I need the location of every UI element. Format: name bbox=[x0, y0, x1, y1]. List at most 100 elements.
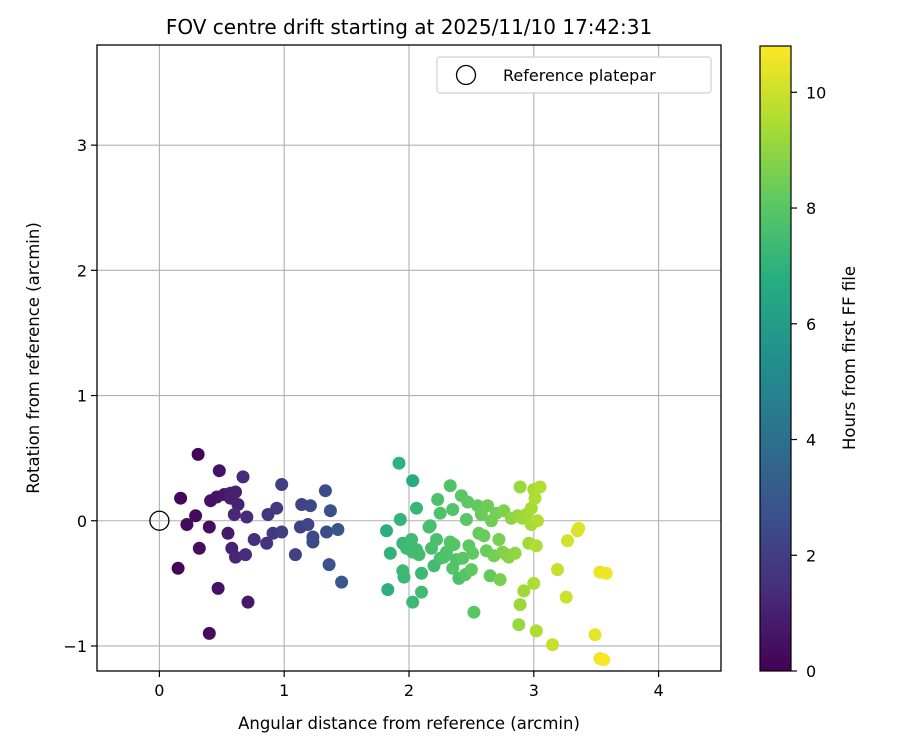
data-point bbox=[467, 605, 481, 619]
data-point bbox=[202, 520, 216, 534]
colorbar-tick-label: 8 bbox=[806, 199, 816, 218]
data-point bbox=[447, 538, 461, 551]
data-point bbox=[517, 584, 531, 598]
grid bbox=[97, 45, 721, 671]
data-point bbox=[415, 585, 428, 599]
data-point bbox=[431, 493, 445, 506]
legend-marker-icon bbox=[455, 64, 477, 86]
data-point bbox=[481, 499, 495, 513]
data-point bbox=[383, 546, 397, 560]
data-point bbox=[561, 534, 574, 548]
data-point bbox=[174, 491, 188, 505]
data-point bbox=[572, 521, 586, 535]
data-point bbox=[229, 550, 242, 564]
y-tick-label: 3 bbox=[77, 136, 87, 155]
data-point bbox=[456, 551, 470, 565]
data-point bbox=[405, 533, 418, 546]
y-axis-label: Rotation from reference (arcmin) bbox=[24, 222, 43, 494]
data-point bbox=[260, 536, 274, 550]
legend: Reference platepar bbox=[436, 56, 712, 94]
data-point bbox=[240, 510, 254, 524]
y-tick-label: 1 bbox=[77, 387, 87, 406]
data-point bbox=[236, 470, 250, 484]
data-points bbox=[171, 447, 613, 667]
data-point bbox=[559, 590, 573, 604]
data-point bbox=[180, 518, 194, 531]
data-point bbox=[406, 595, 420, 609]
legend-box bbox=[436, 56, 712, 94]
colorbar-ticks: 0 2 4 6 8 10 bbox=[791, 83, 826, 681]
data-point bbox=[430, 533, 443, 546]
axis-ticks: 0 1 2 3 4 −1 0 1 2 3 bbox=[63, 136, 663, 700]
colorbar-label: Hours from first FF file bbox=[840, 266, 859, 450]
colorbar: 0 2 4 6 8 10 Hours from first FF file bbox=[759, 45, 859, 681]
data-point bbox=[241, 595, 255, 609]
colorbar-tick-label: 0 bbox=[806, 662, 816, 681]
data-point bbox=[231, 498, 245, 511]
data-point bbox=[599, 566, 613, 580]
data-point bbox=[477, 529, 491, 543]
data-point bbox=[393, 513, 407, 526]
data-point bbox=[288, 548, 302, 562]
data-point bbox=[588, 628, 602, 642]
colorbar-tick-label: 2 bbox=[806, 546, 816, 565]
data-point bbox=[513, 480, 527, 494]
chart-title: FOV centre drift starting at 2025/11/10 … bbox=[166, 15, 652, 39]
data-point bbox=[412, 548, 426, 562]
data-point bbox=[221, 526, 235, 540]
data-point bbox=[415, 566, 428, 580]
data-point bbox=[322, 558, 336, 572]
data-point bbox=[212, 464, 226, 478]
data-point bbox=[597, 653, 611, 667]
y-tick-label: 0 bbox=[77, 512, 87, 531]
data-point bbox=[331, 523, 345, 536]
data-point bbox=[323, 504, 337, 518]
data-point bbox=[192, 541, 206, 555]
data-point bbox=[459, 513, 473, 526]
data-point bbox=[306, 535, 320, 549]
data-point bbox=[493, 573, 507, 587]
data-point bbox=[410, 501, 423, 515]
data-point bbox=[247, 533, 261, 546]
data-point bbox=[171, 561, 185, 575]
data-point bbox=[275, 478, 289, 491]
data-point bbox=[512, 618, 526, 632]
data-point bbox=[189, 509, 203, 523]
data-point bbox=[527, 576, 541, 590]
data-point bbox=[303, 499, 317, 513]
data-point bbox=[513, 598, 527, 612]
x-tick-label: 4 bbox=[654, 681, 664, 700]
data-point bbox=[464, 563, 478, 577]
y-tick-label: 2 bbox=[77, 261, 87, 280]
data-point bbox=[533, 480, 547, 494]
data-point bbox=[275, 525, 289, 539]
data-point bbox=[301, 518, 315, 531]
data-point bbox=[528, 491, 542, 505]
data-point bbox=[443, 479, 457, 493]
x-tick-label: 1 bbox=[279, 681, 289, 700]
data-point bbox=[483, 569, 497, 583]
data-point bbox=[492, 533, 506, 546]
data-point bbox=[270, 501, 284, 515]
data-point bbox=[381, 583, 395, 597]
colorbar-gradient bbox=[759, 45, 792, 672]
data-point bbox=[380, 524, 393, 538]
data-point bbox=[508, 546, 522, 560]
data-point bbox=[529, 624, 543, 638]
x-tick-label: 3 bbox=[529, 681, 539, 700]
data-point bbox=[202, 626, 216, 640]
data-point bbox=[433, 506, 447, 520]
data-point bbox=[191, 447, 205, 461]
colorbar-tick-label: 4 bbox=[806, 431, 816, 450]
data-point bbox=[529, 539, 543, 553]
data-point bbox=[546, 638, 559, 652]
colorbar-tick-label: 10 bbox=[806, 83, 826, 102]
data-point bbox=[318, 484, 332, 498]
x-tick-label: 0 bbox=[154, 681, 164, 700]
data-point bbox=[524, 501, 538, 515]
data-point bbox=[227, 508, 241, 521]
x-axis-label: Angular distance from reference (arcmin) bbox=[238, 714, 580, 733]
data-point bbox=[423, 519, 437, 533]
data-point bbox=[406, 474, 420, 488]
